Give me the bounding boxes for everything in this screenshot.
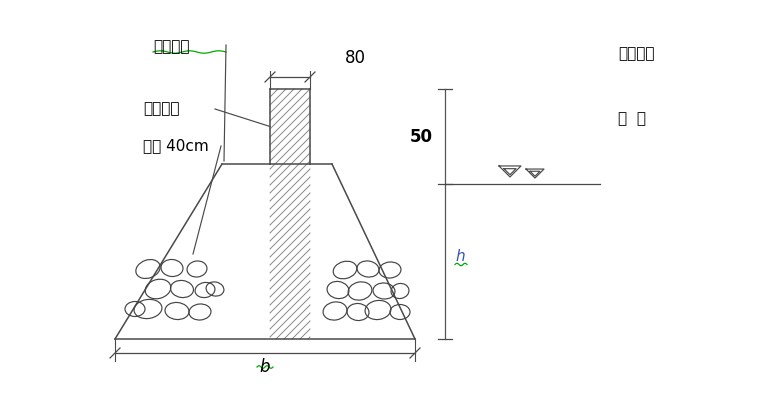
Text: 宽度 40cm: 宽度 40cm [143, 139, 209, 154]
Text: 50: 50 [410, 128, 433, 145]
Text: b: b [260, 358, 271, 376]
Text: 水  位: 水 位 [618, 112, 646, 126]
Text: 防渗心墙: 防渗心墙 [143, 102, 179, 117]
Text: 草包叠排: 草包叠排 [153, 39, 189, 54]
Text: h: h [455, 249, 464, 264]
Text: 围堰顶高: 围堰顶高 [618, 46, 654, 61]
Text: 80: 80 [344, 49, 366, 67]
